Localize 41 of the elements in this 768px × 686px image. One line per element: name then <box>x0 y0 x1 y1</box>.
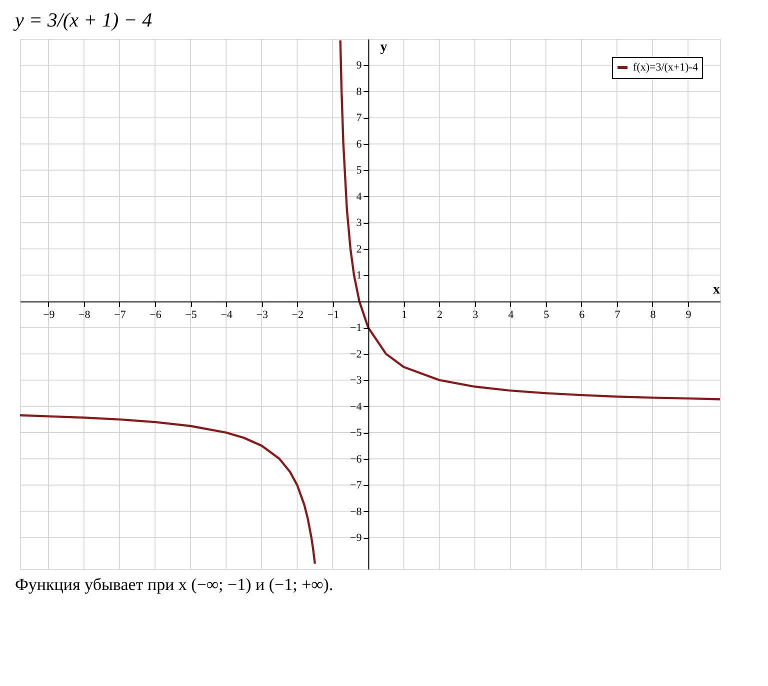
x-tick-label: 4 <box>508 308 514 321</box>
y-tick-label: −7 <box>350 480 362 492</box>
x-tick-label: −4 <box>220 308 233 321</box>
x-tick-label: −1 <box>327 308 340 321</box>
y-tick-label: 9 <box>356 60 362 72</box>
y-tick-label: 8 <box>356 86 362 98</box>
y-tick-label: 1 <box>356 270 362 282</box>
x-tick-label: −7 <box>114 308 126 321</box>
x-tick-label: 8 <box>650 308 656 321</box>
x-tick-label: 6 <box>579 308 586 321</box>
x-axis-title: x <box>713 282 720 298</box>
x-tick-label: −8 <box>78 308 91 321</box>
x-tick-label: −9 <box>43 308 56 321</box>
x-tick-label: 2 <box>437 308 443 321</box>
y-tick-label: −2 <box>350 348 362 360</box>
x-tick-label: 7 <box>614 308 621 321</box>
text: Функция убывает при x (−∞; −1) и (−1; +∞). <box>15 575 334 594</box>
y-tick-label: 5 <box>356 164 362 177</box>
y-axis-title: y <box>380 40 388 55</box>
y-tick-label: −1 <box>350 322 362 334</box>
x-tick-label: 1 <box>402 308 408 321</box>
y-tick-label: −6 <box>350 453 362 466</box>
chart-title: y = 3/(x + 1) − 4 <box>13 10 152 32</box>
x-tick-label: 5 <box>544 308 550 321</box>
y-tick-label: −8 <box>350 506 362 518</box>
x-tick-label: 9 <box>686 308 692 321</box>
y-tick-label: 4 <box>356 190 362 203</box>
y-tick-label: −4 <box>350 400 362 413</box>
y-tick-label: −3 <box>350 374 362 387</box>
y-tick-label: −5 <box>350 427 362 440</box>
x-tick-label: −2 <box>292 308 304 321</box>
x-tick-label: −6 <box>150 308 162 321</box>
y-tick-label: −9 <box>350 532 362 544</box>
y-tick-label: 6 <box>356 138 362 150</box>
x-tick-label: −5 <box>185 308 198 321</box>
y-tick-label: 7 <box>356 112 362 124</box>
x-tick-label: 3 <box>472 308 479 321</box>
y-tick-label: 3 <box>356 217 362 230</box>
legend-label: f(x)=3/(x+1)-4 <box>633 62 698 74</box>
y-tick-label: 2 <box>356 243 362 256</box>
x-tick-label: −3 <box>256 308 268 321</box>
